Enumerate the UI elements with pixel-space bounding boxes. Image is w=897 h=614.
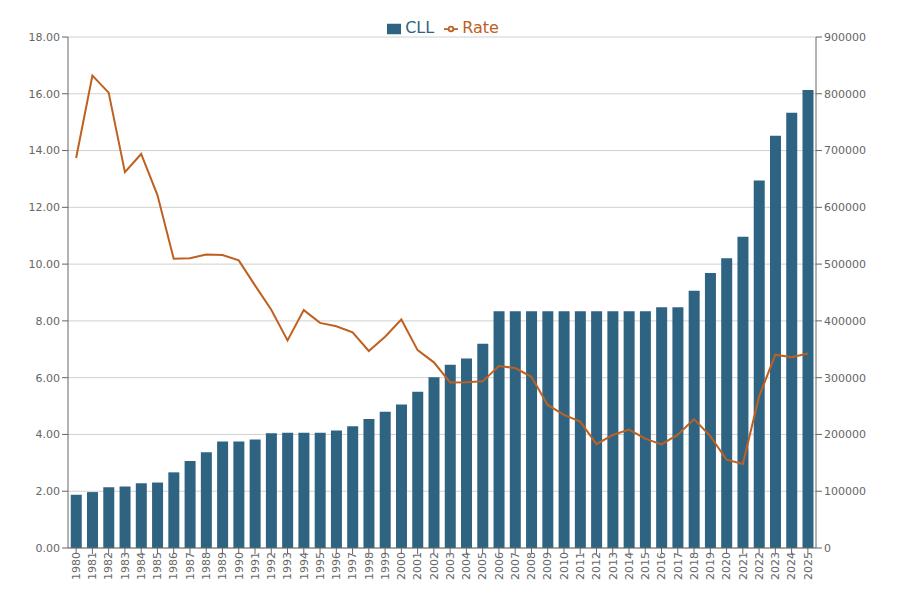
svg-text:1981: 1981 (86, 552, 99, 580)
svg-text:2025: 2025 (802, 552, 815, 580)
svg-text:2007: 2007 (509, 552, 522, 580)
svg-text:14.00: 14.00 (29, 144, 61, 157)
svg-text:400000: 400000 (824, 315, 866, 328)
svg-text:2008: 2008 (525, 552, 538, 580)
svg-text:2004: 2004 (460, 552, 473, 580)
svg-text:2021: 2021 (737, 552, 750, 580)
svg-text:2009: 2009 (542, 552, 555, 580)
svg-text:1989: 1989 (216, 552, 229, 580)
svg-text:2024: 2024 (785, 552, 798, 580)
svg-text:2005: 2005 (476, 552, 489, 580)
svg-text:1997: 1997 (346, 552, 359, 580)
svg-text:1994: 1994 (298, 552, 311, 580)
svg-text:2001: 2001 (411, 552, 424, 580)
svg-text:1986: 1986 (168, 552, 181, 580)
svg-text:1996: 1996 (330, 552, 343, 580)
svg-text:1998: 1998 (363, 552, 376, 580)
svg-text:1993: 1993 (281, 552, 294, 580)
svg-text:700000: 700000 (824, 144, 866, 157)
svg-text:800000: 800000 (824, 88, 866, 101)
svg-text:18.00: 18.00 (29, 31, 61, 44)
svg-text:0: 0 (824, 542, 831, 555)
svg-text:1985: 1985 (151, 552, 164, 580)
svg-text:2023: 2023 (769, 552, 782, 580)
svg-text:1983: 1983 (119, 552, 132, 580)
svg-text:500000: 500000 (824, 258, 866, 271)
svg-text:200000: 200000 (824, 428, 866, 441)
svg-text:6.00: 6.00 (36, 372, 61, 385)
svg-text:2011: 2011 (574, 552, 587, 580)
svg-text:900000: 900000 (824, 31, 866, 44)
svg-text:2019: 2019 (704, 552, 717, 580)
svg-text:2016: 2016 (655, 552, 668, 580)
svg-text:2014: 2014 (623, 552, 636, 580)
svg-text:2020: 2020 (720, 552, 733, 580)
svg-text:1982: 1982 (102, 552, 115, 580)
svg-text:1990: 1990 (233, 552, 246, 580)
svg-text:1995: 1995 (314, 552, 327, 580)
svg-text:1984: 1984 (135, 552, 148, 580)
html-text:Rate: Rate (462, 18, 499, 37)
svg-text:2006: 2006 (493, 552, 506, 580)
svg-text:10.00: 10.00 (29, 258, 61, 271)
svg-text:600000: 600000 (824, 201, 866, 214)
svg-text:2013: 2013 (607, 552, 620, 580)
svg-text:1991: 1991 (249, 552, 262, 580)
svg-text:2003: 2003 (444, 552, 457, 580)
svg-text:2010: 2010 (558, 552, 571, 580)
svg-text:2.00: 2.00 (36, 485, 61, 498)
svg-text:2012: 2012 (590, 552, 603, 580)
svg-text:16.00: 16.00 (29, 88, 61, 101)
svg-text:2017: 2017 (672, 552, 685, 580)
svg-text:12.00: 12.00 (29, 201, 61, 214)
svg-text:2022: 2022 (753, 552, 766, 580)
svg-text:2002: 2002 (428, 552, 441, 580)
svg-text:100000: 100000 (824, 485, 866, 498)
svg-text:8.00: 8.00 (36, 315, 61, 328)
svg-text:1987: 1987 (184, 552, 197, 580)
svg-text:300000: 300000 (824, 372, 866, 385)
svg-text:2000: 2000 (395, 552, 408, 580)
svg-text:1988: 1988 (200, 552, 213, 580)
svg-text:2018: 2018 (688, 552, 701, 580)
svg-text:0.00: 0.00 (36, 542, 61, 555)
svg-text:1999: 1999 (379, 552, 392, 580)
svg-text:1980: 1980 (70, 552, 83, 580)
svg-text:4.00: 4.00 (36, 428, 61, 441)
svg-text:1992: 1992 (265, 552, 278, 580)
html-text:CLL: CLL (405, 18, 435, 37)
svg-text:2015: 2015 (639, 552, 652, 580)
